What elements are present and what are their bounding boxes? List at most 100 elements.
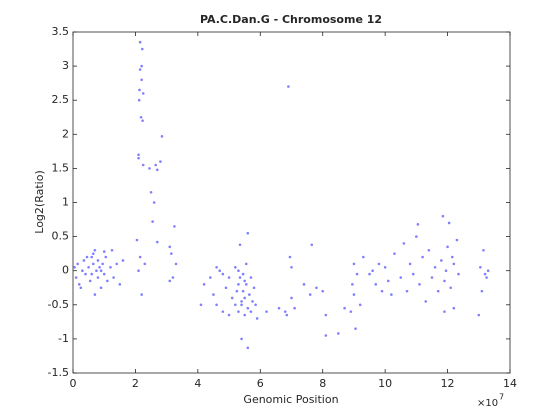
point — [255, 317, 259, 320]
point — [368, 272, 371, 276]
point — [227, 313, 231, 317]
point — [482, 248, 485, 252]
x-tick-label: 2 — [132, 377, 139, 390]
point — [230, 296, 234, 300]
x-axis-label: Genomic Position — [243, 393, 338, 406]
point — [352, 262, 356, 266]
plot-area — [72, 31, 511, 374]
point — [160, 135, 164, 138]
point — [246, 306, 250, 310]
point — [377, 262, 381, 266]
point — [234, 265, 237, 269]
point — [411, 272, 415, 276]
point — [430, 276, 434, 279]
point — [91, 252, 95, 255]
point — [251, 300, 254, 303]
point — [104, 255, 108, 259]
point — [87, 265, 90, 269]
y-tick-label: 1.5 — [52, 161, 70, 174]
point — [452, 306, 456, 310]
y-tick-label: 2 — [62, 127, 69, 140]
point — [154, 163, 158, 167]
point — [240, 300, 243, 303]
point — [148, 167, 151, 170]
point — [138, 88, 141, 92]
point — [485, 276, 488, 279]
x-tick-label: 0 — [70, 377, 77, 390]
point — [81, 269, 84, 273]
point — [93, 248, 97, 252]
point — [137, 153, 140, 157]
point — [241, 272, 245, 276]
point — [218, 269, 222, 273]
point — [243, 296, 246, 300]
point — [121, 259, 125, 262]
point — [443, 279, 446, 283]
x-tick-label: 14 — [503, 377, 517, 390]
point — [221, 310, 225, 313]
x-tick-label: 6 — [257, 377, 264, 390]
point — [418, 283, 421, 286]
y-tick-label: -1.5 — [48, 366, 69, 379]
point — [152, 201, 156, 204]
point — [115, 262, 118, 266]
point — [137, 269, 140, 273]
y-tick-label: 0 — [62, 264, 69, 277]
x-multiplier: ×10 — [477, 398, 498, 409]
point — [227, 276, 231, 279]
y-tick-label: 3.5 — [52, 25, 70, 38]
point — [174, 262, 178, 266]
point — [486, 269, 490, 273]
point — [416, 223, 420, 226]
point — [243, 279, 246, 283]
point — [355, 272, 359, 276]
point — [408, 262, 412, 266]
point — [90, 255, 94, 259]
point — [135, 238, 139, 242]
chart-title: PA.C.Dan.G - Chromosome 12 — [200, 13, 382, 26]
point — [99, 286, 103, 290]
point — [244, 262, 248, 266]
point — [109, 265, 112, 269]
point — [76, 262, 79, 266]
point — [138, 68, 142, 71]
point — [110, 248, 114, 252]
point — [288, 255, 292, 259]
point — [215, 265, 218, 269]
point — [215, 303, 218, 307]
y-tick-label: 0.5 — [52, 230, 70, 243]
point — [140, 293, 143, 296]
point — [436, 289, 440, 293]
point — [441, 214, 445, 218]
point — [440, 259, 443, 262]
point — [433, 265, 437, 269]
point — [173, 225, 176, 228]
point — [246, 231, 250, 235]
point — [141, 119, 144, 122]
y-axis-label: Log2(Ratio) — [33, 170, 46, 233]
point — [209, 276, 212, 279]
point — [361, 255, 365, 259]
point — [452, 262, 456, 266]
point — [170, 252, 173, 255]
point — [202, 283, 206, 286]
point — [483, 272, 487, 276]
point — [238, 243, 242, 247]
point — [310, 243, 314, 247]
point — [168, 245, 172, 249]
point — [93, 293, 97, 296]
point — [358, 303, 362, 307]
point — [155, 240, 159, 244]
point — [402, 242, 406, 245]
point — [77, 283, 81, 286]
y-tick-label: 3 — [62, 59, 69, 72]
point — [374, 283, 378, 286]
point — [143, 262, 147, 266]
y-tick-label: -1 — [58, 332, 69, 345]
point — [237, 310, 240, 313]
point — [237, 283, 240, 286]
point — [102, 272, 106, 276]
point — [455, 238, 459, 242]
point — [96, 276, 100, 279]
point — [139, 115, 143, 119]
